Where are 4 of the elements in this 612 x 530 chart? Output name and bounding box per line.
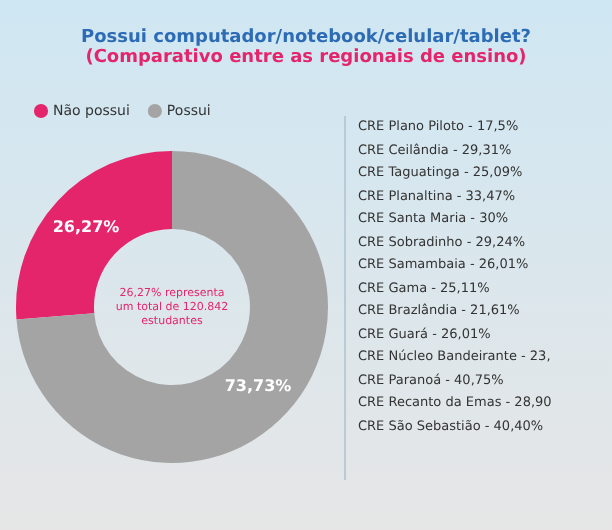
data-label: 26,27% [52,217,120,236]
data-label: 73,73% [224,376,292,395]
chart-title: Possui computador/notebook/celular/tablet? [78,28,533,48]
chart-subtitle: (Comparativo entre as regionais de ensino) [83,48,529,68]
